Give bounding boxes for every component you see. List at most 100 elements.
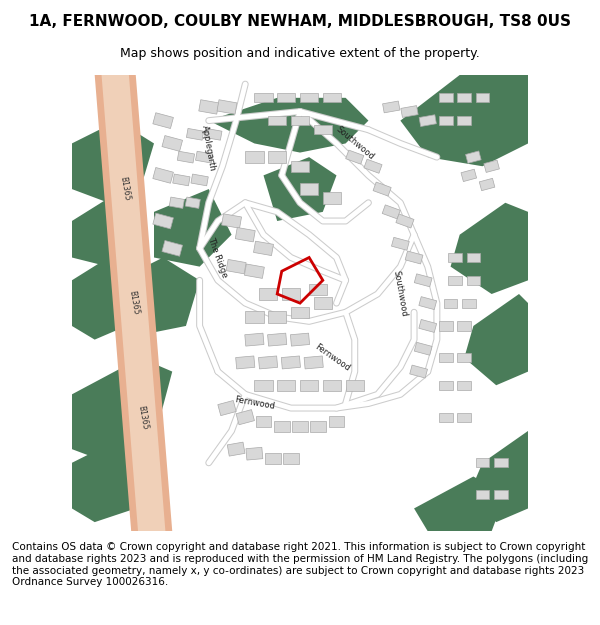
Bar <box>245 311 263 322</box>
Bar <box>419 297 437 309</box>
Polygon shape <box>72 198 140 267</box>
Bar <box>310 421 326 432</box>
Bar <box>227 442 245 456</box>
Bar <box>414 274 432 287</box>
Bar <box>281 356 301 369</box>
Bar <box>291 306 309 318</box>
Text: Southwood: Southwood <box>334 125 376 162</box>
Polygon shape <box>469 431 528 522</box>
Bar <box>457 93 471 103</box>
Bar <box>162 241 182 256</box>
Bar <box>323 379 341 391</box>
Bar <box>196 151 213 163</box>
Bar <box>479 178 495 191</box>
Bar <box>282 288 300 300</box>
Bar <box>346 150 364 164</box>
Polygon shape <box>154 189 232 267</box>
Bar <box>246 448 263 460</box>
Bar <box>444 299 457 308</box>
Text: Fernwood: Fernwood <box>313 342 351 373</box>
Bar <box>265 452 281 464</box>
Bar <box>382 205 400 219</box>
Bar <box>419 319 437 332</box>
Bar <box>383 101 400 113</box>
Bar <box>476 93 490 103</box>
Bar <box>462 299 476 308</box>
Bar <box>309 284 328 295</box>
Bar <box>259 356 278 369</box>
Bar <box>277 379 295 391</box>
Bar <box>414 342 432 355</box>
Bar <box>169 197 184 208</box>
Bar <box>494 458 508 468</box>
Polygon shape <box>95 75 172 531</box>
Text: B1365: B1365 <box>118 176 131 202</box>
Text: 1A, FERNWOOD, COULBY NEWHAM, MIDDLESBROUGH, TS8 0US: 1A, FERNWOOD, COULBY NEWHAM, MIDDLESBROU… <box>29 14 571 29</box>
Bar <box>314 298 332 309</box>
Bar <box>439 353 453 362</box>
Text: Contains OS data © Crown copyright and database right 2021. This information is : Contains OS data © Crown copyright and d… <box>12 542 588 588</box>
Bar <box>300 93 318 103</box>
Bar <box>256 416 271 428</box>
Polygon shape <box>414 476 505 531</box>
Bar <box>448 276 462 285</box>
Bar <box>177 151 194 163</box>
Bar <box>346 379 364 391</box>
Bar <box>396 214 414 228</box>
Bar <box>268 116 286 125</box>
Polygon shape <box>209 98 368 152</box>
Bar <box>153 213 173 229</box>
Polygon shape <box>400 75 528 166</box>
Bar <box>235 228 255 242</box>
Polygon shape <box>72 440 154 522</box>
Bar <box>173 174 190 186</box>
Bar <box>461 169 476 181</box>
Bar <box>466 151 481 163</box>
Bar <box>244 264 265 278</box>
Polygon shape <box>451 202 528 294</box>
Bar <box>391 238 409 250</box>
Bar <box>410 365 428 378</box>
Text: Southwood: Southwood <box>392 270 409 318</box>
Bar <box>274 421 290 432</box>
Bar <box>268 151 286 163</box>
Bar <box>191 174 208 186</box>
Bar <box>476 458 490 468</box>
Bar <box>439 381 453 390</box>
Bar <box>467 253 480 262</box>
Polygon shape <box>109 258 200 335</box>
Text: Applegarth: Applegarth <box>200 124 217 172</box>
Text: The Ridge: The Ridge <box>206 236 229 279</box>
Bar <box>245 333 264 346</box>
Bar <box>162 136 182 151</box>
Bar <box>494 490 508 499</box>
Bar <box>329 416 344 428</box>
Bar <box>373 182 391 196</box>
Bar <box>439 321 453 331</box>
Bar <box>268 311 286 322</box>
Polygon shape <box>72 121 154 202</box>
Bar <box>236 356 255 369</box>
Bar <box>300 183 318 195</box>
Polygon shape <box>263 157 337 221</box>
Bar <box>314 125 332 134</box>
Bar <box>291 161 309 172</box>
Bar <box>217 100 237 114</box>
Bar <box>254 241 274 256</box>
Bar <box>304 356 323 369</box>
Text: B1365: B1365 <box>136 404 149 430</box>
Bar <box>254 93 272 103</box>
Bar <box>226 259 246 274</box>
Bar <box>457 116 471 125</box>
Bar <box>245 151 263 163</box>
Bar <box>199 100 219 114</box>
Bar <box>419 115 436 126</box>
Bar <box>467 276 480 285</box>
Bar <box>448 253 462 262</box>
Bar <box>300 379 318 391</box>
Polygon shape <box>72 258 140 339</box>
Bar <box>439 93 453 103</box>
Bar <box>364 159 382 173</box>
Bar <box>153 168 173 183</box>
Polygon shape <box>464 294 528 385</box>
